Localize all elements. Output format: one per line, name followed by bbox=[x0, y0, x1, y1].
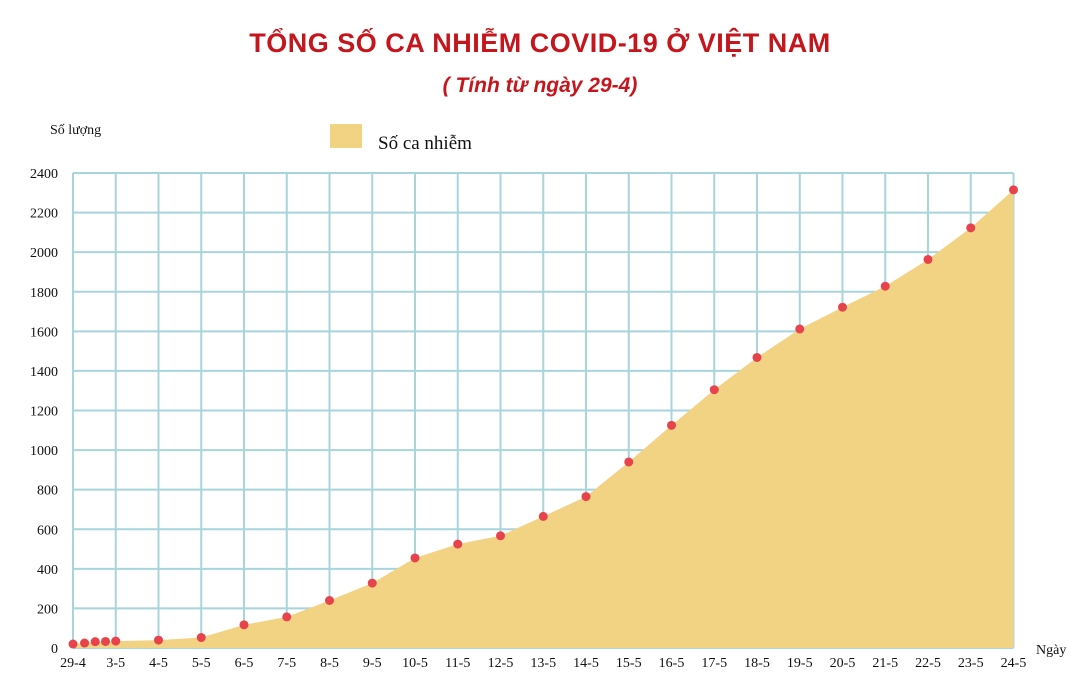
y-tick-label: 1000 bbox=[30, 444, 58, 459]
x-tick-label: 16-5 bbox=[659, 656, 685, 671]
data-point bbox=[367, 578, 377, 588]
data-point bbox=[667, 420, 676, 430]
chart-title: TỔNG SỐ CA NHIỄM COVID-19 Ở VIỆT NAM bbox=[249, 28, 831, 58]
x-tick-label: 29-4 bbox=[60, 656, 86, 671]
data-point bbox=[795, 324, 805, 334]
data-point bbox=[966, 223, 976, 233]
data-point bbox=[752, 352, 762, 362]
data-point bbox=[154, 635, 163, 645]
y-tick-labels: 0 200 400 600 800 1000 1200 1400 1600 1800 2000 220… bbox=[30, 167, 58, 657]
x-axis-label: Ngày bbox=[1036, 643, 1066, 658]
points-layer bbox=[68, 185, 1018, 649]
x-tick-label: 10-5 bbox=[402, 656, 428, 671]
data-point bbox=[90, 637, 100, 647]
legend-label: Số ca nhiễm bbox=[378, 133, 472, 154]
y-tick-label: 1200 bbox=[30, 405, 58, 420]
x-tick-labels: 29-4 3-5 4-5 5-5 6-5 7-5 8-5 9-5 10-5 11-5 12-5 13-… bbox=[60, 656, 1026, 671]
y-tick-label: 200 bbox=[37, 602, 58, 617]
data-point bbox=[624, 457, 634, 467]
legend: Số ca nhiễm bbox=[330, 124, 472, 154]
x-tick-label: 9-5 bbox=[363, 656, 382, 671]
y-tick-label: 2200 bbox=[30, 207, 58, 222]
x-tick-label: 4-5 bbox=[149, 656, 168, 671]
data-point bbox=[239, 620, 249, 630]
data-point bbox=[68, 639, 78, 649]
data-point bbox=[111, 636, 121, 646]
y-tick-label: 2400 bbox=[30, 167, 58, 182]
chart-subtitle: ( Tính từ ngày 29-4) bbox=[442, 74, 638, 97]
y-tick-label: 0 bbox=[51, 642, 58, 657]
data-point bbox=[196, 633, 206, 643]
x-tick-label: 24-5 bbox=[1001, 656, 1027, 671]
x-tick-label: 17-5 bbox=[701, 656, 727, 671]
data-point bbox=[282, 612, 292, 622]
x-tick-label: 11-5 bbox=[445, 656, 470, 671]
data-point bbox=[1009, 185, 1018, 195]
x-tick-label: 15-5 bbox=[616, 656, 642, 671]
x-tick-label: 5-5 bbox=[192, 656, 211, 671]
x-tick-label: 14-5 bbox=[573, 656, 599, 671]
x-tick-label: 7-5 bbox=[277, 656, 296, 671]
data-point bbox=[496, 531, 505, 541]
y-tick-label: 1600 bbox=[30, 325, 58, 340]
x-tick-label: 23-5 bbox=[958, 656, 984, 671]
x-tick-label: 13-5 bbox=[530, 656, 556, 671]
x-tick-label: 22-5 bbox=[915, 656, 941, 671]
y-tick-label: 1400 bbox=[30, 365, 58, 380]
data-point bbox=[80, 638, 90, 648]
data-point bbox=[410, 553, 420, 563]
data-point bbox=[100, 636, 110, 646]
legend-swatch bbox=[330, 124, 362, 148]
data-point bbox=[325, 596, 334, 605]
y-tick-label: 600 bbox=[37, 523, 58, 538]
x-tick-label: 6-5 bbox=[235, 656, 254, 671]
x-tick-label: 21-5 bbox=[872, 656, 898, 671]
y-tick-label: 800 bbox=[37, 484, 58, 499]
x-tick-label: 12-5 bbox=[488, 656, 514, 671]
x-tick-label: 20-5 bbox=[830, 656, 856, 671]
data-point bbox=[709, 385, 719, 395]
data-point bbox=[453, 539, 463, 549]
x-tick-label: 18-5 bbox=[744, 656, 770, 671]
area-layer bbox=[73, 189, 1014, 648]
y-tick-label: 2000 bbox=[30, 246, 58, 261]
data-point bbox=[923, 254, 933, 264]
x-tick-label: 19-5 bbox=[787, 656, 813, 671]
data-point bbox=[838, 302, 847, 312]
data-point bbox=[538, 511, 548, 521]
x-tick-label: 3-5 bbox=[106, 656, 125, 671]
area-fill bbox=[73, 189, 1014, 648]
data-point bbox=[880, 281, 890, 291]
y-tick-label: 1800 bbox=[30, 286, 58, 301]
y-axis-label: Số lượng bbox=[50, 123, 101, 138]
y-tick-label: 400 bbox=[37, 563, 58, 578]
x-tick-label: 8-5 bbox=[320, 656, 339, 671]
data-point bbox=[581, 492, 591, 502]
